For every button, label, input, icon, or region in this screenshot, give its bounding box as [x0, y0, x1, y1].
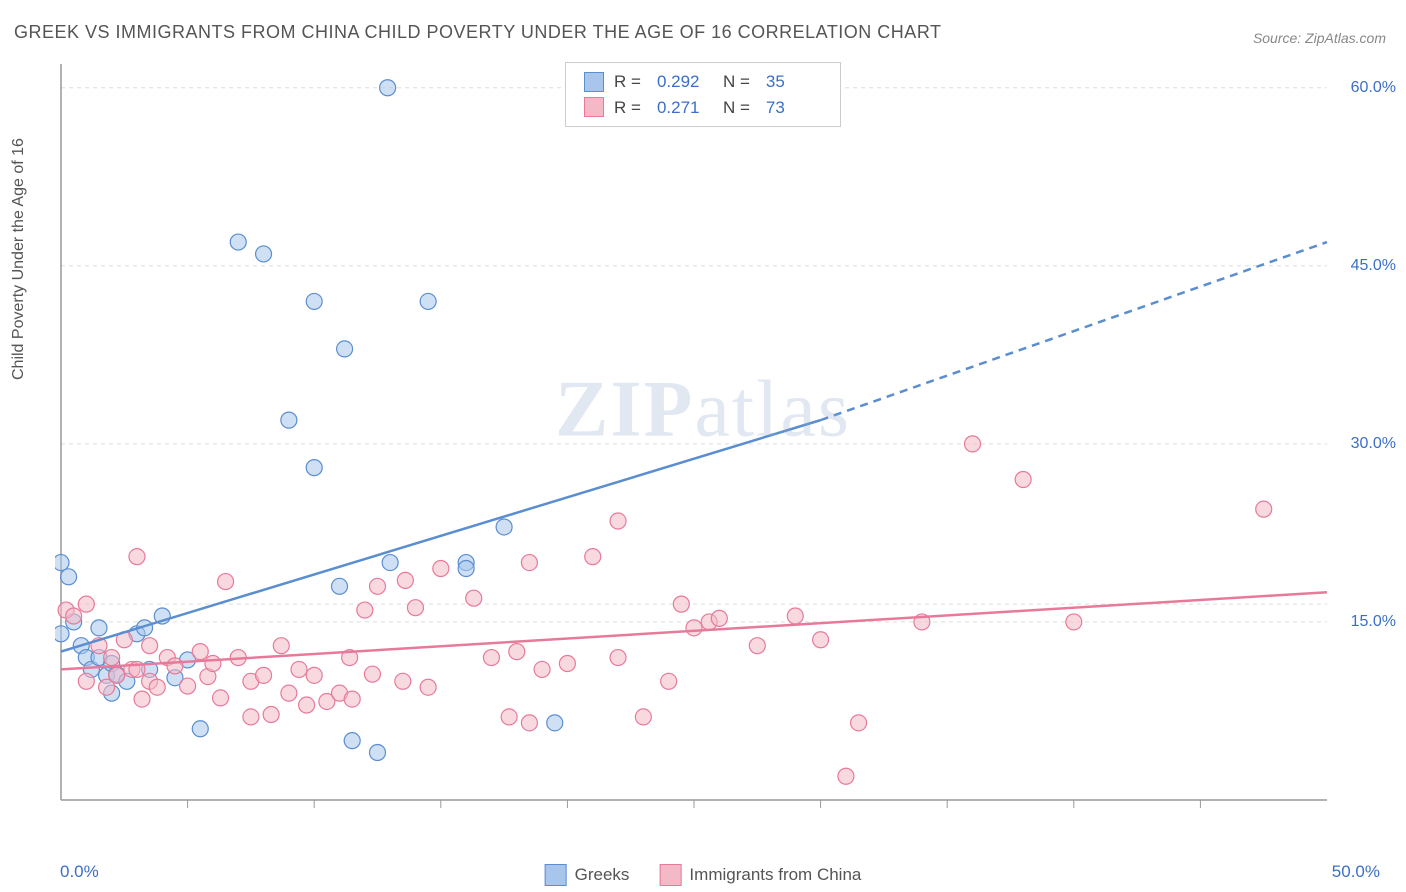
stats-row-greeks: R = 0.292 N = 35 [584, 69, 822, 95]
stats-legend-box: R = 0.292 N = 35 R = 0.271 N = 73 [565, 62, 841, 127]
scatter-plot [55, 60, 1385, 830]
source-value: ZipAtlas.com [1305, 30, 1386, 46]
stat-r-greeks: 0.292 [657, 69, 709, 95]
legend-bottom: Greeks Immigrants from China [545, 864, 862, 886]
y-tick-label: 30.0% [1351, 435, 1396, 453]
legend-swatch-greeks [545, 864, 567, 886]
x-axis-max-label: 50.0% [1332, 862, 1380, 882]
legend-swatch-china [659, 864, 681, 886]
stats-row-china: R = 0.271 N = 73 [584, 95, 822, 121]
legend-item-china: Immigrants from China [659, 864, 861, 886]
y-tick-label: 45.0% [1351, 257, 1396, 275]
x-axis-min-label: 0.0% [60, 862, 99, 882]
legend-item-greeks: Greeks [545, 864, 630, 886]
stat-n-label: N = [723, 69, 750, 95]
chart-title: GREEK VS IMMIGRANTS FROM CHINA CHILD POV… [14, 22, 941, 43]
legend-label-greeks: Greeks [575, 865, 630, 885]
y-tick-label: 60.0% [1351, 79, 1396, 97]
y-axis-label: Child Poverty Under the Age of 16 [10, 138, 28, 380]
stat-n-label: N = [723, 95, 750, 121]
source-label: Source: [1253, 30, 1301, 46]
stat-r-label: R = [614, 69, 641, 95]
stat-r-label: R = [614, 95, 641, 121]
source-attribution: Source: ZipAtlas.com [1253, 30, 1386, 46]
stat-n-greeks: 35 [766, 69, 818, 95]
swatch-china [584, 97, 604, 117]
swatch-greeks [584, 72, 604, 92]
y-tick-label: 15.0% [1351, 613, 1396, 631]
legend-label-china: Immigrants from China [689, 865, 861, 885]
stat-r-china: 0.271 [657, 95, 709, 121]
stat-n-china: 73 [766, 95, 818, 121]
